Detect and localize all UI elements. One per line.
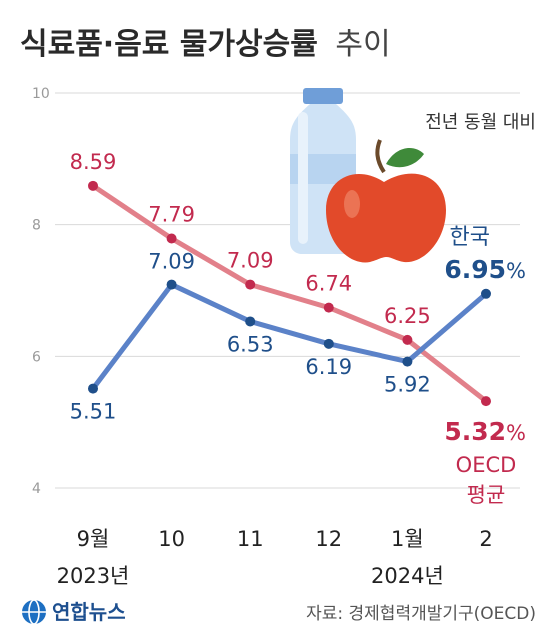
chart-title: 식료품·음료 물가상승률 추이 <box>20 27 391 62</box>
oecd-end-value-unit: % <box>506 421 526 445</box>
korea-data-label: 7.09 <box>148 250 195 274</box>
korea-series-name: 한국 <box>450 225 490 250</box>
korea-data-label: 6.19 <box>305 355 352 379</box>
oecd-data-label: 7.09 <box>227 249 274 273</box>
korea-point <box>481 288 491 299</box>
y-tick-label: 8 <box>32 218 41 234</box>
oecd-end-value: 5.32% <box>444 417 526 446</box>
korea-end-value-number: 6.95 <box>444 255 506 284</box>
x-tick-label: 11 <box>237 527 264 551</box>
title-light: 추이 <box>335 27 390 62</box>
oecd-point <box>481 396 491 407</box>
x-axis: 9월 10 11 12 1월 2 2023년 2024년 <box>57 527 493 588</box>
oecd-data-label: 7.79 <box>148 202 195 226</box>
korea-data-label: 5.51 <box>70 400 117 424</box>
unit-note: 전년 동월 대비 <box>425 112 536 133</box>
logo-text: 연합뉴스 <box>52 600 126 624</box>
x-tick-label: 9월 <box>77 527 110 551</box>
oecd-end-value-number: 5.32 <box>444 417 506 446</box>
oecd-point <box>402 334 413 345</box>
year-label: 2023년 <box>57 564 130 588</box>
x-tick-label: 12 <box>315 527 342 551</box>
korea-data-label: 6.53 <box>227 332 274 356</box>
oecd-data-label: 6.74 <box>305 272 352 296</box>
korea-point <box>402 356 413 367</box>
oecd-point <box>245 279 256 290</box>
yonhap-logo: 연합뉴스 <box>22 599 126 625</box>
year-label: 2024년 <box>371 564 444 588</box>
korea-end-value: 6.95% <box>444 255 526 284</box>
y-tick-label: 4 <box>32 481 41 497</box>
korea-line <box>90 282 489 392</box>
korea-point <box>88 383 98 394</box>
x-tick-label: 2 <box>479 527 492 551</box>
oecd-series-name-line2: 평균 <box>467 483 506 507</box>
grid-layer: 4 6 8 10 <box>32 86 520 497</box>
korea-point <box>166 279 177 290</box>
title-bold: 식료품·음료 물가상승률 <box>20 27 318 62</box>
source-note: 자료: 경제협력개발기구(OECD) <box>306 604 536 624</box>
x-tick-label: 10 <box>158 527 185 551</box>
y-tick-label: 10 <box>32 86 50 102</box>
korea-point <box>323 338 334 349</box>
x-tick-label: 1월 <box>391 527 424 551</box>
oecd-point <box>88 180 98 191</box>
oecd-point <box>323 302 334 313</box>
oecd-data-label: 8.59 <box>70 150 117 174</box>
korea-point <box>245 316 256 327</box>
korea-data-label: 5.92 <box>384 373 431 397</box>
y-tick-label: 6 <box>32 349 41 365</box>
korea-end-value-unit: % <box>506 259 526 283</box>
apple-illustration <box>326 139 446 263</box>
series-layer: 8.59 7.79 7.09 6.74 6.25 5.51 7.09 6.53 6.19 5.92… <box>70 150 526 507</box>
oecd-point <box>166 233 177 244</box>
oecd-series-name-line1: OECD <box>456 453 517 477</box>
oecd-data-label: 6.25 <box>384 304 431 328</box>
